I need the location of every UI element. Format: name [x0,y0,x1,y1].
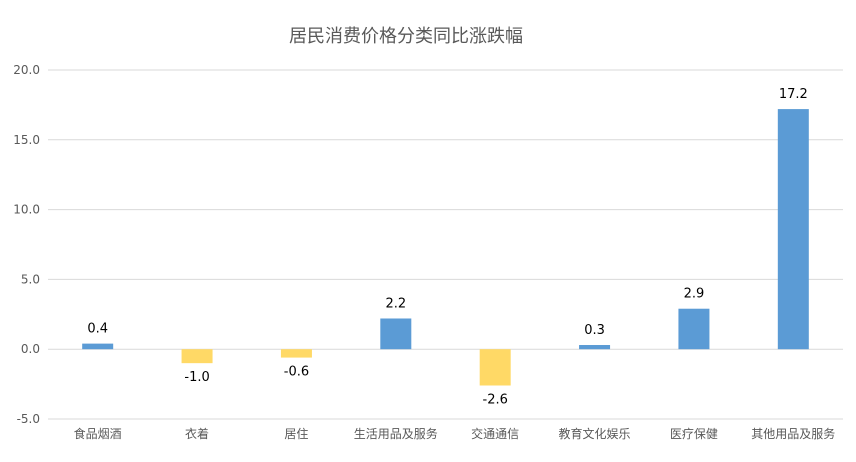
x-tick-label: 其他用品及服务 [751,426,835,441]
data-label: 17.2 [779,87,808,102]
x-tick-label: 衣着 [185,426,209,441]
data-label: -0.6 [284,365,309,380]
bar [479,349,511,386]
bar [181,349,213,364]
y-axis-ticks: 20.0 15.0 10.0 5.0 0.0 -5.0 [13,63,40,426]
x-tick-label: 教育文化娱乐 [559,426,631,441]
data-label: 2.9 [684,287,705,302]
bar [678,308,710,350]
data-labels: 0.4 -1.0 -0.6 2.2 -2.6 0.3 2.9 17.2 [87,87,807,407]
y-tick-label: 20.0 [13,63,40,77]
x-tick-label: 食品烟酒 [74,426,122,441]
data-label: 0.4 [87,322,108,337]
data-label: 0.3 [584,323,605,338]
x-tick-label: 生活用品及服务 [354,426,438,441]
chart-title: 居民消费价格分类同比涨跌幅 [289,26,523,47]
data-label: -2.6 [483,392,508,407]
y-tick-label: 5.0 [21,272,40,286]
x-tick-label: 医疗保健 [670,427,718,441]
bar [280,349,312,358]
y-tick-label: -5.0 [17,412,40,426]
x-tick-label: 交通通信 [471,426,519,441]
bar [380,318,412,350]
data-label: 2.2 [385,296,406,311]
gridlines [48,69,843,420]
bar [777,109,809,350]
x-tick-label: 居住 [284,427,308,441]
bars [82,109,809,386]
y-tick-label: 10.0 [13,203,40,217]
bar [82,343,114,350]
bar [579,345,611,350]
data-label: -1.0 [184,370,209,385]
y-tick-label: 0.0 [21,342,40,356]
x-axis-ticks: 食品烟酒 衣着 居住 生活用品及服务 交通通信 教育文化娱乐 医疗保健 其他用品及服务 [74,426,836,441]
y-tick-label: 15.0 [13,133,40,147]
